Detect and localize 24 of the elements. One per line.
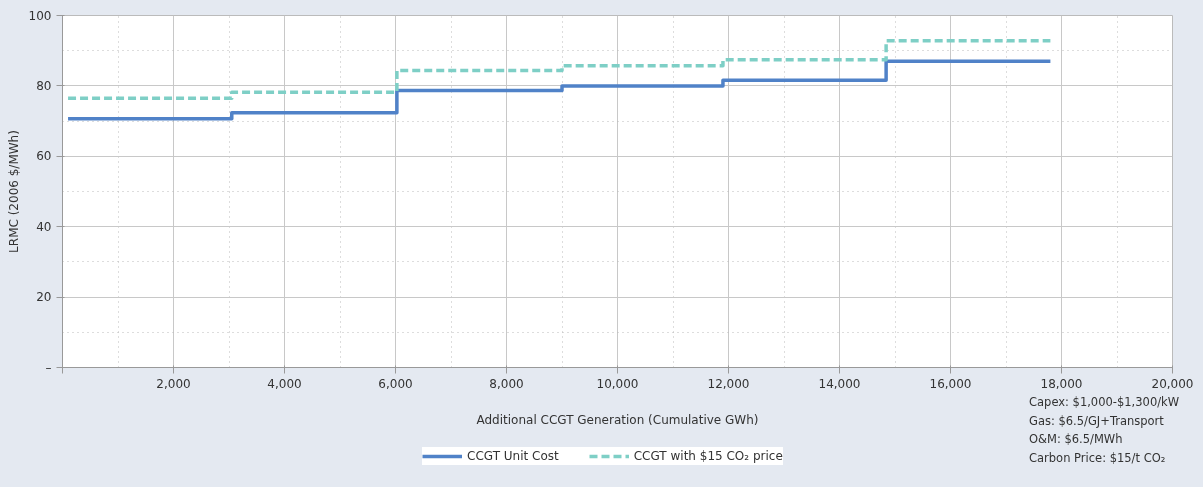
legend-label: CCGT with $15 CO₂ price [633, 449, 783, 463]
x-tick-label: 6,000 [378, 376, 413, 391]
x-axis-title: Additional CCGT Generation (Cumulative GWh) [476, 412, 759, 427]
x-tick-label: 4,000 [267, 376, 302, 391]
x-tick-label: 2,000 [156, 376, 191, 391]
text: O&M: $6.5/MWh [1029, 432, 1123, 446]
y-axis-title: LRMC (2006 $/MWh) [6, 130, 21, 253]
x-tick-label: 12,000 [707, 376, 750, 391]
text: Gas: $6.5/GJ+Transport [1029, 413, 1164, 428]
text: Carbon Price: $15/t CO₂ [1029, 450, 1166, 465]
x-tick-label: 8,000 [489, 376, 524, 391]
text: Capex: $1,000-$1,300/kW [1029, 395, 1180, 409]
y-tick-label: 20 [36, 290, 52, 305]
y-tick-label: 40 [36, 219, 52, 234]
x-tick-label: 18,000 [1040, 376, 1083, 391]
x-tick-label: 14,000 [818, 376, 861, 391]
y-tick-label: 60 [36, 149, 52, 164]
x-tick-label: 10,000 [596, 376, 639, 391]
y-tick-label: 100 [28, 8, 52, 23]
legend-label: CCGT Unit Cost [467, 449, 559, 463]
y-tick-label: – [45, 360, 52, 375]
y-tick-label: 80 [36, 78, 52, 93]
x-tick-label: 20,000 [1151, 376, 1194, 391]
x-tick-label: 16,000 [929, 376, 972, 391]
